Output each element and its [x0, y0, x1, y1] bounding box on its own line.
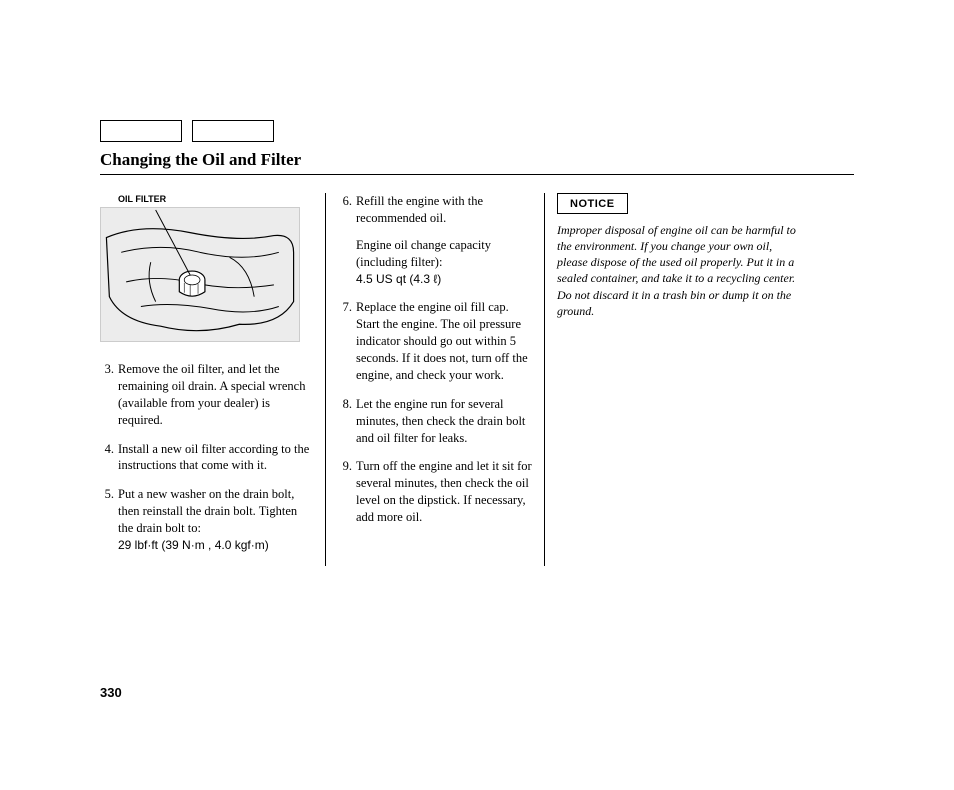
diagram-label: OIL FILTER — [118, 193, 313, 205]
step-text: Refill the engine with the recommended o… — [356, 194, 483, 225]
step-9: 9. Turn off the engine and let it sit fo… — [338, 458, 532, 526]
page-title: Changing the Oil and Filter — [100, 150, 854, 170]
step-text: Replace the engine oil fill cap. Start t… — [356, 299, 532, 383]
diagram-section: OIL FILTER — [100, 193, 313, 347]
capacity-spec: 4.5 US qt (4.3 ℓ) — [356, 272, 441, 286]
step-3: 3. Remove the oil filter, and let the re… — [100, 361, 313, 429]
capacity-label: Engine oil change capacity (including fi… — [356, 237, 532, 271]
step-7: 7. Replace the engine oil fill cap. Star… — [338, 299, 532, 383]
step-body: Refill the engine with the recommended o… — [356, 193, 532, 287]
header-placeholder-boxes — [100, 120, 854, 142]
step-6: 6. Refill the engine with the recommende… — [338, 193, 532, 287]
step-number: 5. — [100, 486, 114, 554]
step-4: 4. Install a new oil filter according to… — [100, 441, 313, 475]
column-2: 6. Refill the engine with the recommende… — [325, 193, 545, 566]
step-text: Remove the oil filter, and let the remai… — [118, 361, 313, 429]
content-columns: OIL FILTER — [100, 193, 854, 566]
column-1: OIL FILTER — [100, 193, 325, 566]
step-8: 8. Let the engine run for several minute… — [338, 396, 532, 447]
notice-badge: NOTICE — [557, 193, 628, 214]
step-text: Install a new oil filter according to th… — [118, 441, 313, 475]
placeholder-box — [192, 120, 274, 142]
step-5: 5. Put a new washer on the drain bolt, t… — [100, 486, 313, 554]
step-number: 9. — [338, 458, 352, 526]
step-text: Let the engine run for several minutes, … — [356, 396, 532, 447]
step-number: 6. — [338, 193, 352, 287]
page-number: 330 — [100, 685, 122, 700]
step-text: Turn off the engine and let it sit for s… — [356, 458, 532, 526]
step-text: Put a new washer on the drain bolt, then… — [118, 487, 297, 535]
step-body: Put a new washer on the drain bolt, then… — [118, 486, 313, 554]
title-row: Changing the Oil and Filter — [100, 150, 854, 175]
step-number: 8. — [338, 396, 352, 447]
step-number: 4. — [100, 441, 114, 475]
torque-spec: 29 lbf·ft (39 N·m , 4.0 kgf·m) — [118, 538, 269, 552]
column-3: NOTICE Improper disposal of engine oil c… — [545, 193, 805, 566]
step-number: 3. — [100, 361, 114, 429]
placeholder-box — [100, 120, 182, 142]
notice-body-text: Improper disposal of engine oil can be h… — [557, 222, 805, 319]
page: Changing the Oil and Filter OIL FILTER — [0, 40, 954, 750]
step-number: 7. — [338, 299, 352, 383]
oil-filter-diagram — [100, 207, 300, 342]
notice-label: NOTICE — [570, 198, 615, 210]
